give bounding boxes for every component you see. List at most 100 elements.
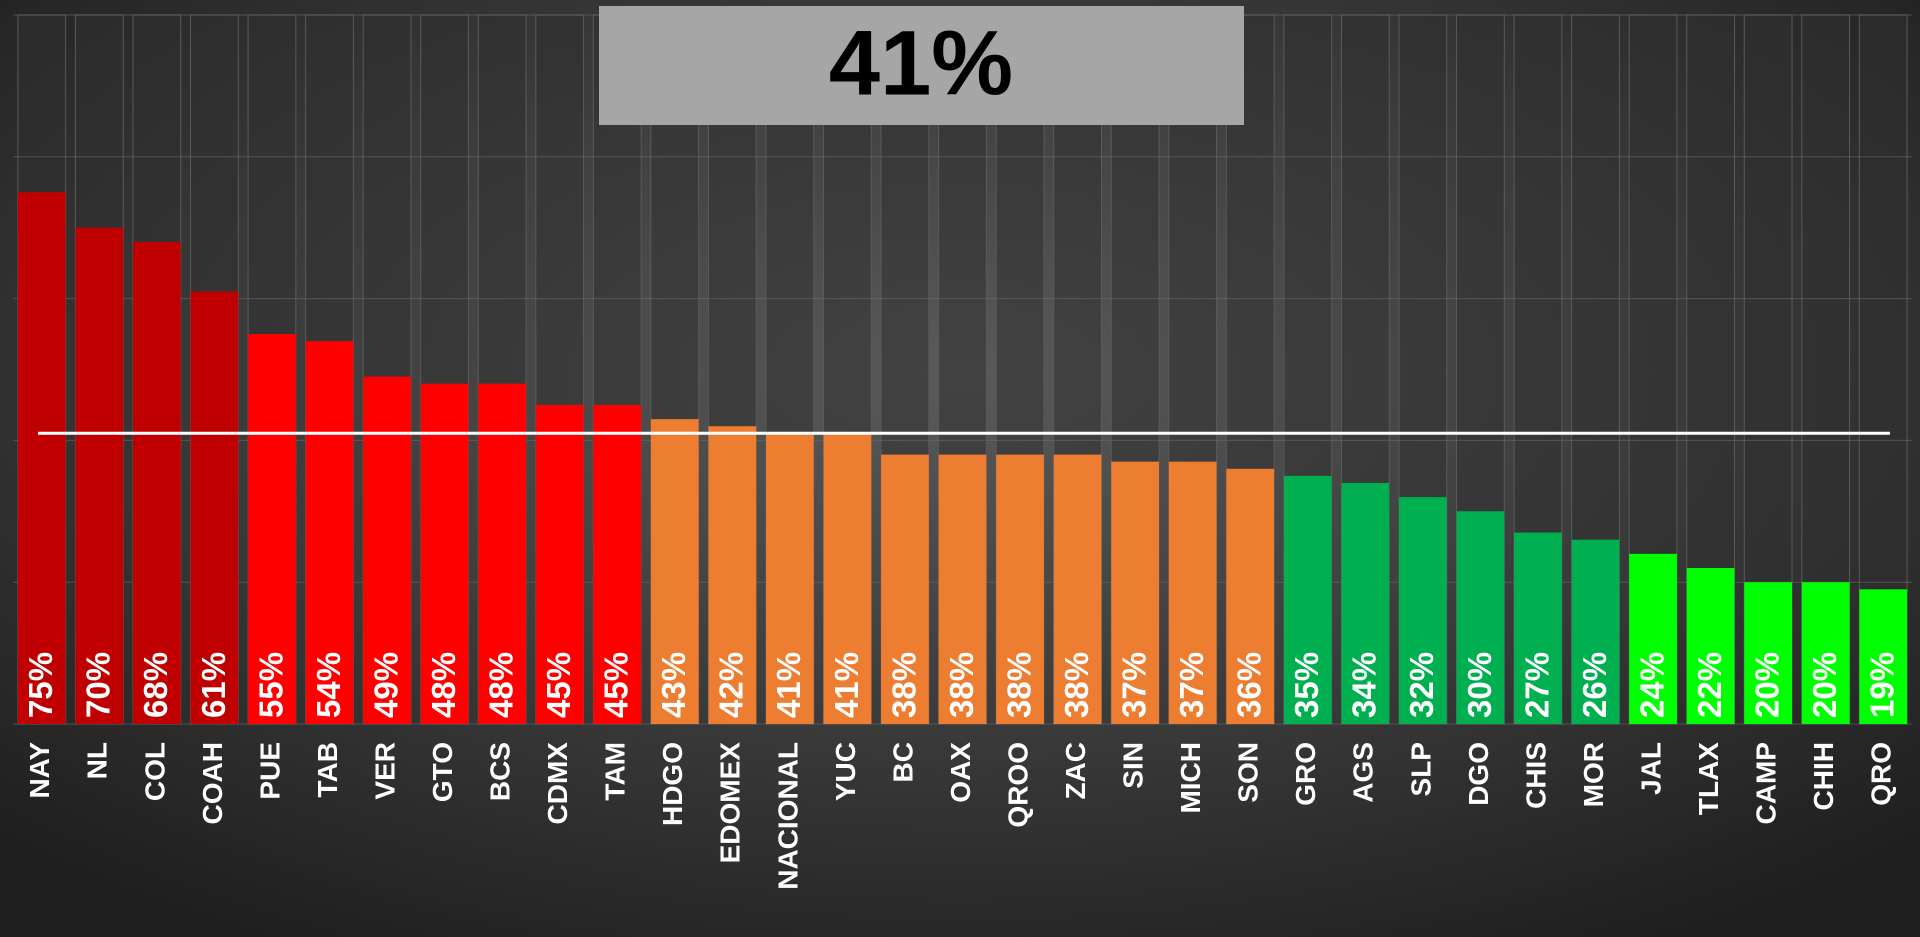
reference-box xyxy=(599,6,1244,125)
value-label: 48% xyxy=(483,652,520,718)
bar xyxy=(75,227,124,724)
x-tick-label: EDOMEX xyxy=(715,742,746,864)
x-tick-label: QRO xyxy=(1866,742,1897,806)
bar xyxy=(708,426,757,724)
x-tick-label: SLP xyxy=(1405,742,1436,796)
value-label: 43% xyxy=(655,652,692,718)
bar xyxy=(1398,497,1447,724)
value-label: 68% xyxy=(137,652,174,718)
value-label: 38% xyxy=(943,652,980,718)
x-tick-label: NL xyxy=(82,742,113,779)
bar xyxy=(1053,454,1102,724)
bar xyxy=(881,454,929,724)
value-label: 37% xyxy=(1173,652,1210,718)
bar xyxy=(765,433,814,724)
bar xyxy=(1456,511,1505,724)
value-label: 75% xyxy=(22,652,59,718)
x-tick-label: CHIS xyxy=(1520,742,1551,809)
bar xyxy=(1686,568,1735,724)
value-label: 36% xyxy=(1231,652,1268,718)
bar xyxy=(17,192,66,724)
bar xyxy=(1283,475,1332,724)
x-tick-label: TAB xyxy=(312,742,343,797)
bar xyxy=(1571,539,1620,724)
value-label: 42% xyxy=(713,652,750,718)
value-label: 26% xyxy=(1576,652,1613,718)
x-tick-label: BCS xyxy=(485,742,516,801)
value-label: 41% xyxy=(828,652,865,718)
x-tick-label: PUE xyxy=(254,742,285,800)
x-tick-label: NACIONAL xyxy=(772,742,803,890)
value-label: 70% xyxy=(80,652,117,718)
bar xyxy=(1168,461,1217,724)
x-tick-label: JAL xyxy=(1635,742,1666,795)
x-tick-label: VER xyxy=(369,742,400,800)
reference-label: 41% xyxy=(829,12,1013,114)
x-tick-label: COAH xyxy=(197,742,228,824)
value-label: 24% xyxy=(1633,652,1670,718)
value-label: 45% xyxy=(598,652,635,718)
bar xyxy=(420,383,469,724)
x-tick-label: CDMX xyxy=(542,742,573,825)
value-label: 30% xyxy=(1461,652,1498,718)
x-tick-label: TLAX xyxy=(1693,742,1724,815)
bar xyxy=(535,404,584,724)
x-tick-label: COL xyxy=(139,742,170,801)
bar xyxy=(650,419,699,724)
bar xyxy=(1341,482,1390,724)
value-label: 41% xyxy=(770,652,807,718)
bar xyxy=(1629,553,1677,724)
x-tick-label: TAM xyxy=(600,742,631,801)
bar xyxy=(593,404,642,724)
x-tick-label: CHIH xyxy=(1808,742,1839,810)
bar xyxy=(305,341,354,724)
value-label: 48% xyxy=(425,652,462,718)
bar xyxy=(996,454,1044,724)
bar xyxy=(1801,582,1850,724)
value-label: 32% xyxy=(1403,652,1440,718)
value-label: 54% xyxy=(310,652,347,718)
bar xyxy=(132,241,181,724)
bar xyxy=(938,454,987,724)
bar xyxy=(190,291,239,724)
value-label: 49% xyxy=(367,652,404,718)
value-label: 20% xyxy=(1749,652,1786,718)
bar xyxy=(1514,532,1562,724)
bar xyxy=(248,334,296,724)
value-label: 35% xyxy=(1288,652,1325,718)
x-tick-label: GTO xyxy=(427,742,458,802)
x-tick-label: NAY xyxy=(24,742,55,799)
x-tick-label: CAMP xyxy=(1751,742,1782,824)
bar xyxy=(1859,589,1908,724)
bar xyxy=(1226,468,1275,724)
x-tick-label: AGS xyxy=(1348,742,1379,803)
value-label: 19% xyxy=(1864,652,1901,718)
x-tick-label: HDGO xyxy=(657,742,688,826)
value-label: 38% xyxy=(1000,652,1037,718)
x-tick-label: GRO xyxy=(1290,742,1321,806)
bar xyxy=(1111,461,1160,724)
bar xyxy=(823,433,872,724)
value-label: 20% xyxy=(1806,652,1843,718)
x-tick-label: MOR xyxy=(1578,742,1609,807)
value-label: 37% xyxy=(1116,652,1153,718)
x-tick-label: OAX xyxy=(945,742,976,803)
x-tick-label: SIN xyxy=(1118,742,1149,789)
value-label: 55% xyxy=(252,652,289,718)
x-tick-label: BC xyxy=(887,742,918,782)
value-label: 34% xyxy=(1346,652,1383,718)
value-label: 38% xyxy=(885,652,922,718)
value-label: 38% xyxy=(1058,652,1095,718)
x-tick-label: QROO xyxy=(1002,742,1033,828)
value-label: 22% xyxy=(1691,652,1728,718)
value-label: 61% xyxy=(195,652,232,718)
value-label: 27% xyxy=(1518,652,1555,718)
value-label: 45% xyxy=(540,652,577,718)
x-tick-label: DGO xyxy=(1463,742,1494,806)
bar xyxy=(478,383,527,724)
x-tick-label: YUC xyxy=(830,742,861,801)
x-tick-label: SON xyxy=(1233,742,1264,803)
x-tick-label: ZAC xyxy=(1060,742,1091,800)
x-tick-label: MICH xyxy=(1175,742,1206,814)
